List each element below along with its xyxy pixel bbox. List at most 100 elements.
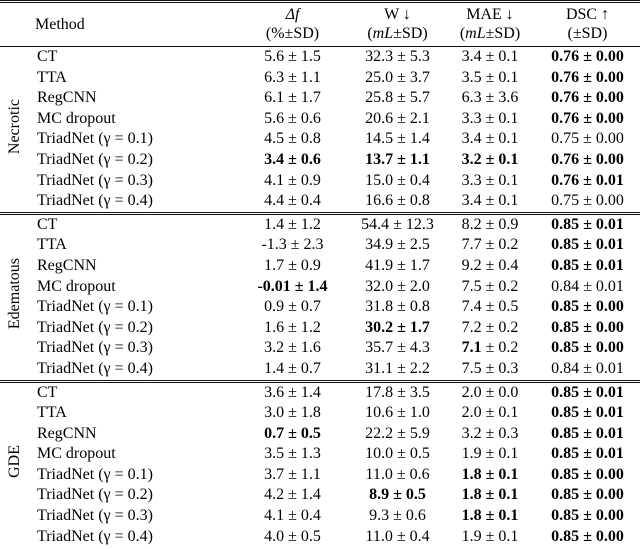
value-sd: 4.3: [409, 339, 430, 357]
value-sd: 0.5: [300, 527, 321, 545]
df-cell: 0.7 ± 0.5: [235, 424, 350, 445]
table-row: RegCNN 1.7 ± 0.9 41.9 ± 1.7 9.2 ± 0.4 0.85 ±…: [0, 256, 640, 277]
plus-minus-symbol: ±: [485, 277, 495, 295]
dsc-cell: 0.85 ± 0.00: [535, 465, 640, 486]
value-sd: 0.1: [498, 507, 519, 525]
plus-minus-symbol: ±: [288, 130, 297, 148]
units-post: ±SD): [393, 25, 428, 42]
units-pre: (: [367, 25, 373, 42]
df-cell: 3.7 ± 1.1: [235, 465, 350, 486]
value-mean: 0.76: [551, 89, 580, 107]
plus-minus-symbol: ±: [485, 192, 495, 210]
value-sd: 0.9: [498, 215, 519, 233]
value-sd: 0.4: [498, 256, 519, 274]
value-mean: 25.0: [365, 68, 394, 86]
column-header-label: MAE ↓: [466, 6, 514, 23]
mae-cell: 8.2 ± 0.9: [445, 213, 535, 235]
plus-minus-symbol: ±: [583, 215, 592, 233]
units-pre: (: [459, 25, 466, 42]
table-row: MC dropout 5.6 ± 0.6 20.6 ± 2.1 3.3 ± 0.1 0.…: [0, 109, 640, 130]
plus-minus-symbol: ±: [583, 527, 592, 545]
value-mean: 17.8: [365, 383, 394, 401]
value-sd: 0.2: [498, 236, 519, 254]
w-cell: 14.5 ± 1.4: [350, 129, 445, 150]
plus-minus-symbol: ±: [583, 445, 592, 463]
plus-minus-symbol: ±: [288, 383, 297, 401]
column-header-units: (mL±SD): [350, 24, 445, 43]
plus-minus-symbol: ±: [485, 130, 495, 148]
mae-cell: 3.3 ± 0.1: [445, 171, 535, 192]
value-sd: 12.3: [405, 215, 434, 233]
value-sd: 1.1: [300, 465, 321, 483]
value-mean: 0.76: [551, 171, 580, 189]
df-cell: 4.1 ± 0.9: [235, 171, 350, 192]
value-sd: 1.7: [409, 318, 430, 336]
plus-minus-symbol: ±: [397, 89, 406, 107]
value-mean: -1.3: [261, 236, 287, 254]
plus-minus-symbol: ±: [583, 89, 592, 107]
value-mean: 10.0: [365, 445, 394, 463]
plus-minus-symbol: ±: [288, 192, 297, 210]
plus-minus-symbol: ±: [485, 68, 495, 86]
value-sd: 0.00: [595, 109, 624, 127]
value-sd: 1.6: [300, 339, 321, 357]
header-row: Method Δf (%±SD) W ↓ (mL±SD) MAE ↓ (mL±SD) DSC …: [0, 2, 640, 47]
value-mean: 7.5: [461, 359, 482, 377]
value-mean: 7.1: [461, 339, 482, 357]
value-mean: 1.6: [264, 318, 285, 336]
plus-minus-symbol: ±: [485, 256, 495, 274]
mae-cell: 7.2 ± 0.2: [445, 318, 535, 339]
mae-cell: 1.8 ± 0.1: [445, 485, 535, 506]
value-sd: 0.01: [595, 277, 624, 295]
plus-minus-symbol: ±: [583, 256, 592, 274]
value-mean: 1.8: [461, 465, 482, 483]
mae-cell: 9.2 ± 0.4: [445, 256, 535, 277]
mae-cell: 7.5 ± 0.2: [445, 277, 535, 298]
method-cell: TriadNet (γ = 0.4): [37, 359, 153, 377]
value-mean: 16.6: [365, 192, 394, 210]
plus-minus-symbol: ±: [397, 339, 406, 357]
value-mean: 11.0: [365, 465, 393, 483]
df-cell: -1.3 ± 2.3: [235, 235, 350, 256]
value-sd: 3.6: [498, 89, 519, 107]
value-mean: 0.85: [551, 256, 580, 274]
plus-minus-symbol: ±: [583, 424, 592, 442]
value-mean: 0.7: [264, 424, 285, 442]
w-cell: 11.0 ± 0.4: [350, 527, 445, 548]
value-mean: 0.85: [551, 298, 580, 316]
table-row: TriadNet (γ = 0.3) 4.1 ± 0.4 9.3 ± 0.6 1.8 …: [0, 506, 640, 527]
dsc-cell: 0.85 ± 0.00: [535, 297, 640, 318]
value-sd: 0.00: [595, 48, 624, 65]
plus-minus-symbol: ±: [583, 277, 592, 295]
value-mean: 0.76: [551, 48, 580, 65]
dsc-cell: 0.85 ± 0.01: [535, 381, 640, 403]
w-cell: 15.0 ± 0.4: [350, 171, 445, 192]
plus-minus-symbol: ±: [288, 109, 297, 127]
table-row: TriadNet (γ = 0.2) 3.4 ± 0.6 13.7 ± 1.1 3.2…: [0, 150, 640, 171]
plus-minus-symbol: ±: [485, 339, 495, 357]
method-cell: TriadNet (γ = 0.2): [37, 318, 153, 336]
mae-cell: 3.2 ± 0.1: [445, 150, 535, 171]
value-mean: 8.2: [461, 215, 482, 233]
units-symbol: mL: [372, 25, 394, 42]
w-cell: 20.6 ± 2.1: [350, 109, 445, 130]
value-mean: 25.8: [365, 89, 394, 107]
value-mean: 0.84: [551, 277, 580, 295]
value-sd: 0.00: [595, 130, 624, 148]
w-cell: 9.3 ± 0.6: [350, 506, 445, 527]
plus-minus-symbol: ±: [288, 445, 297, 463]
value-sd: 1.5: [300, 48, 321, 65]
plus-minus-symbol: ±: [485, 48, 495, 65]
value-mean: 0.76: [551, 109, 580, 127]
plus-minus-symbol: ±: [397, 256, 406, 274]
plus-minus-symbol: ±: [485, 404, 495, 422]
w-cell: 13.7 ± 1.1: [350, 150, 445, 171]
dsc-cell: 0.76 ± 0.00: [535, 68, 640, 89]
value-mean: 1.8: [461, 507, 482, 525]
value-sd: 1.1: [300, 68, 321, 86]
dsc-cell: 0.84 ± 0.01: [535, 277, 640, 298]
value-mean: 4.1: [264, 507, 285, 525]
value-mean: 3.3: [461, 109, 482, 127]
